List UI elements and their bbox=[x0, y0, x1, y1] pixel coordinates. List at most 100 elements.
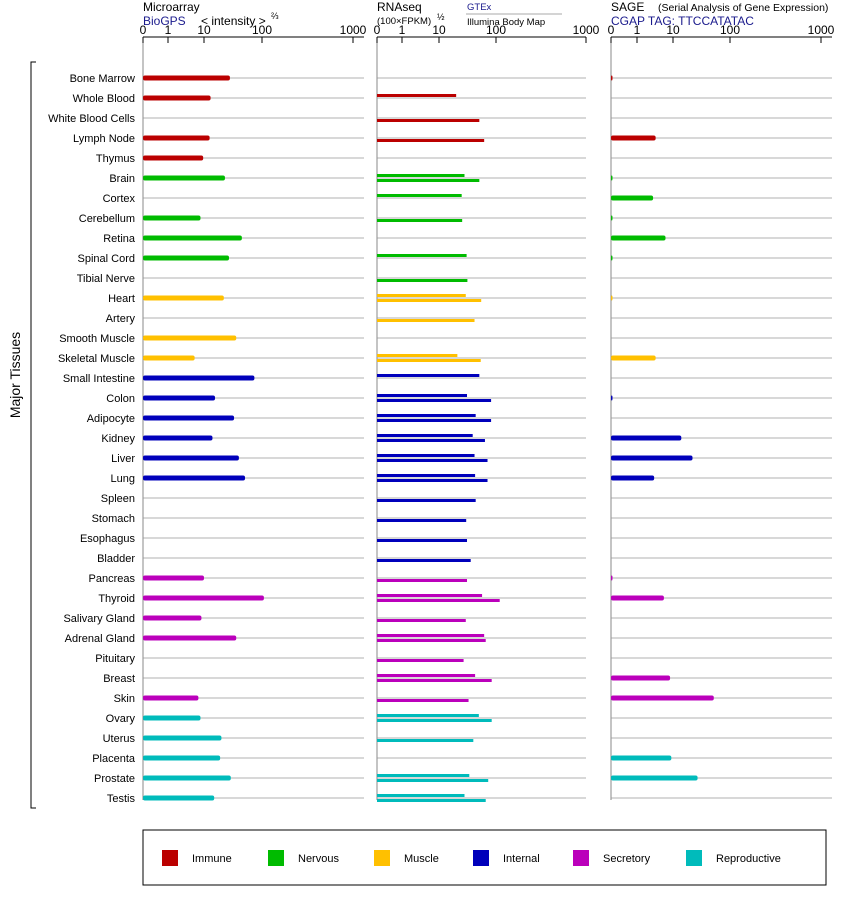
rnaseq-bar bbox=[377, 179, 480, 182]
legend-swatch-muscle bbox=[374, 850, 390, 866]
tissue-label: Liver bbox=[111, 453, 135, 465]
sage-bar bbox=[611, 355, 656, 361]
rnaseq-tick-label: 1000 bbox=[573, 23, 600, 37]
tissue-label: Small Intestine bbox=[63, 373, 135, 385]
rnaseq-title: RNAseq bbox=[377, 0, 422, 14]
tissue-label-layer: Bone Marrow Whole Blood White Blood Cells L… bbox=[48, 73, 136, 805]
rnaseq-tick-label: 10 bbox=[432, 23, 446, 37]
tissue-label: Breast bbox=[103, 673, 135, 685]
major-tissues-bracket bbox=[30, 61, 36, 809]
cgap-tag-label: CGAP TAG: TTCCATATAC bbox=[611, 14, 754, 28]
tissue-label: Pituitary bbox=[95, 653, 135, 665]
rnaseq-bar bbox=[377, 439, 485, 442]
rnaseq-bar bbox=[377, 594, 483, 597]
rnaseq-bar bbox=[377, 619, 466, 622]
legend-swatch-reproductive bbox=[686, 850, 702, 866]
sage-bar bbox=[611, 235, 666, 241]
microarray-bar bbox=[143, 455, 239, 461]
sage-bar bbox=[611, 195, 654, 201]
microarray-bar bbox=[143, 135, 210, 141]
tissue-label: Whole Blood bbox=[73, 93, 135, 105]
microarray-bar bbox=[143, 695, 199, 701]
sage-subtitle-note: (Serial Analysis of Gene Expression) bbox=[658, 2, 828, 14]
sage-tick-label: 10 bbox=[666, 23, 680, 37]
tissue-label: Spinal Cord bbox=[78, 253, 135, 265]
rnaseq-tick-label: 1 bbox=[399, 23, 406, 37]
rnaseq-bar bbox=[377, 319, 475, 322]
sage-bar bbox=[611, 595, 664, 601]
rnaseq-bar bbox=[377, 639, 486, 642]
rnaseq-bar bbox=[377, 634, 485, 637]
tissue-label: Bone Marrow bbox=[70, 73, 135, 85]
tissue-label: Retina bbox=[103, 233, 136, 245]
microarray-bar bbox=[143, 635, 237, 641]
rnaseq-bar bbox=[377, 774, 470, 777]
rnaseq-bar bbox=[377, 294, 466, 297]
tissue-label: Uterus bbox=[103, 733, 136, 745]
tissue-label: Lymph Node bbox=[73, 133, 135, 145]
sage-bar bbox=[611, 695, 714, 701]
sage-tick-label: 1 bbox=[634, 23, 641, 37]
microarray-bar bbox=[143, 215, 201, 221]
legend-swatch-secretory bbox=[573, 850, 589, 866]
rnaseq-bar bbox=[377, 374, 480, 377]
legend-swatch-nervous bbox=[268, 850, 284, 866]
microarray-bar bbox=[143, 155, 204, 161]
rnaseq-bar bbox=[377, 714, 479, 717]
legend-label-nervous: Nervous bbox=[298, 853, 339, 865]
microarray-bar bbox=[143, 175, 225, 181]
rnaseq-bar bbox=[377, 414, 476, 417]
microarray-bar bbox=[143, 575, 204, 581]
microarray-tick-label: 0 bbox=[140, 23, 147, 37]
tissue-label: Ovary bbox=[106, 713, 136, 725]
microarray-tick-label: 100 bbox=[252, 23, 272, 37]
rnaseq-tick-label: 0 bbox=[374, 23, 381, 37]
microarray-axis-label: < intensity > bbox=[201, 14, 266, 28]
rnaseq-bar bbox=[377, 519, 467, 522]
rnaseq-bar bbox=[377, 699, 469, 702]
gtex-label: GTEx bbox=[467, 2, 492, 13]
microarray-tick-label: 1000 bbox=[340, 23, 367, 37]
rnaseq-bar bbox=[377, 474, 476, 477]
rnaseq-bar bbox=[377, 479, 488, 482]
rnaseq-bar bbox=[377, 499, 476, 502]
microarray-bar bbox=[143, 355, 195, 361]
legend-swatch-immune bbox=[162, 850, 178, 866]
microarray-bar bbox=[143, 295, 224, 301]
microarray-bar bbox=[143, 255, 230, 261]
sage-bar bbox=[611, 175, 613, 181]
rnaseq-bar bbox=[377, 674, 476, 677]
microarray-bar bbox=[143, 775, 231, 781]
tissue-label: White Blood Cells bbox=[48, 113, 135, 125]
sage-bar bbox=[611, 135, 656, 141]
tissue-label: Skin bbox=[114, 693, 135, 705]
microarray-bar bbox=[143, 615, 202, 621]
sage-bar bbox=[611, 675, 671, 681]
legend-swatch-internal bbox=[473, 850, 489, 866]
tissue-label: Adrenal Gland bbox=[65, 633, 135, 645]
sage-bar bbox=[611, 75, 613, 81]
rnaseq-axis-exponent: ½ bbox=[437, 12, 445, 22]
tissue-label: Kidney bbox=[101, 433, 135, 445]
sage-title: SAGE bbox=[611, 0, 644, 14]
sage-bar bbox=[611, 295, 613, 301]
microarray-tick-label: 10 bbox=[197, 23, 211, 37]
tissue-label: Pancreas bbox=[89, 573, 136, 585]
microarray-bar bbox=[143, 95, 211, 101]
microarray-bar bbox=[143, 335, 237, 341]
microarray-bar bbox=[143, 415, 235, 421]
legend-label-internal: Internal bbox=[503, 853, 540, 865]
rnaseq-bar bbox=[377, 434, 473, 437]
rnaseq-bar bbox=[377, 94, 457, 97]
tissue-label: Adipocyte bbox=[87, 413, 135, 425]
tissue-label: Tibial Nerve bbox=[77, 273, 135, 285]
rnaseq-bar bbox=[377, 799, 486, 802]
microarray-bar bbox=[143, 75, 230, 81]
microarray-tick-label: 1 bbox=[165, 23, 172, 37]
sage-bar bbox=[611, 395, 613, 401]
tissue-label: Thyroid bbox=[98, 593, 135, 605]
legend-label-secretory: Secretory bbox=[603, 853, 651, 865]
sage-bar bbox=[611, 775, 698, 781]
microarray-bar bbox=[143, 595, 264, 601]
